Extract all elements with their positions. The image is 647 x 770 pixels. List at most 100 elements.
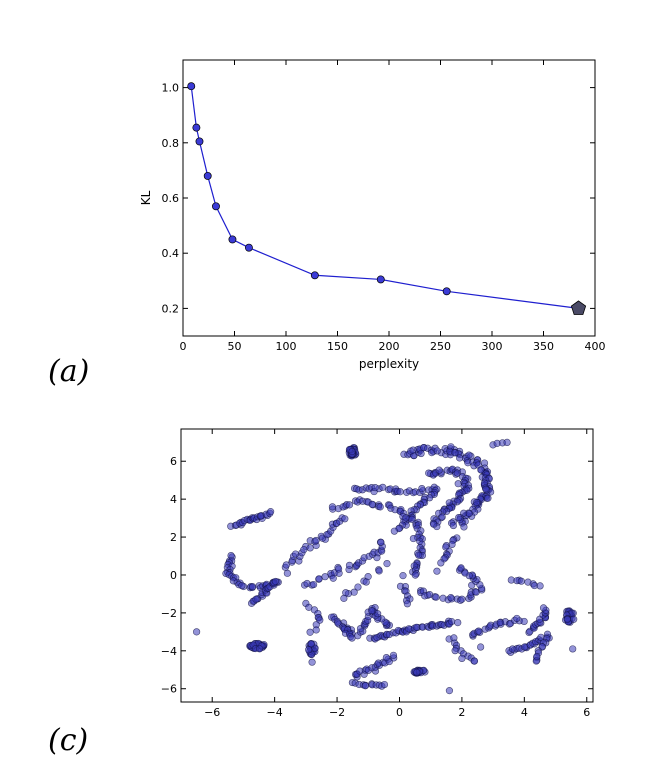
panel-c-point xyxy=(283,569,292,577)
panel-c-point xyxy=(457,564,465,572)
panel-c-ticks: −6 −4 −2 0 2 4 6 −6 −4 −2 0 2 4 6 xyxy=(161,429,593,719)
panel-c-point xyxy=(503,438,511,447)
panel-c-point xyxy=(402,514,410,522)
panel-a-line-chart: 0 50 100 150 200 250 300 350 4000.20.40.60.81.0 … xyxy=(48,59,606,389)
panel-c-point xyxy=(256,645,264,653)
panel-a-x-tick-label: 300 xyxy=(482,340,503,353)
panel-c-point xyxy=(433,567,441,575)
panel-c-point xyxy=(569,645,577,653)
panel-c-point xyxy=(345,501,354,509)
panel-a-x-tick-label: 350 xyxy=(533,340,554,353)
panel-c-point xyxy=(447,617,456,626)
panel-c-point xyxy=(348,447,356,456)
panel-a-point xyxy=(376,275,385,284)
panel-c-point xyxy=(238,582,246,590)
panel-c-point xyxy=(306,544,314,552)
panel-c-point xyxy=(536,582,544,590)
panel-c-point xyxy=(291,550,300,558)
panel-c-point xyxy=(271,577,280,586)
panel-c-point xyxy=(456,454,464,462)
panel-c-point xyxy=(368,500,376,508)
panel-c-point xyxy=(413,668,421,677)
panel-c-point xyxy=(461,569,469,577)
panel-c-point xyxy=(458,654,466,663)
panel-c-point xyxy=(362,578,370,586)
panel-c-point xyxy=(447,594,455,602)
panel-a-x-tick-label: 100 xyxy=(276,340,297,353)
panel-c-x-tick-label: 2 xyxy=(458,706,465,719)
panel-c-label: (c) xyxy=(48,723,88,758)
panel-c-point xyxy=(477,643,485,651)
panel-c-y-tick-label: −2 xyxy=(161,607,177,620)
panel-a-x-tick-label: 150 xyxy=(327,340,348,353)
panel-c-point xyxy=(389,651,398,659)
panel-a-plot-frame xyxy=(182,59,596,337)
panel-c-x-tick-label: −6 xyxy=(204,706,220,719)
panel-c-point xyxy=(563,615,571,624)
panel-c-point xyxy=(282,561,290,569)
panel-a-label: (a) xyxy=(48,354,89,389)
panel-c-point xyxy=(396,488,404,496)
panel-c-point xyxy=(451,449,459,457)
panel-c-point xyxy=(473,498,481,506)
panel-c-point xyxy=(305,646,313,654)
panel-c-point xyxy=(460,523,468,531)
panel-c-point xyxy=(517,577,525,585)
panel-c-point xyxy=(453,469,462,477)
panel-a-ticks: 0 50 100 150 200 250 300 350 400 0.2 0.4 0.6 0.8 1.0 xyxy=(162,60,606,353)
panel-c-point xyxy=(377,538,385,546)
panel-a-x-tick-label: 400 xyxy=(585,340,606,353)
panel-c-point xyxy=(403,600,411,608)
panel-c-x-tick-label: 6 xyxy=(583,706,590,719)
panel-c-y-tick-label: 4 xyxy=(170,493,177,506)
panel-c-scatter-chart: −6 −4 −2 0 2 4 6 −6 −4 −2 0 2 4 6 (c) xyxy=(48,428,594,758)
panel-a-x-tick-label: 200 xyxy=(379,340,400,353)
panel-c-point xyxy=(433,447,441,455)
panel-c-y-tick-label: −6 xyxy=(161,683,177,696)
panel-a-final-point xyxy=(570,300,587,315)
panel-c-point xyxy=(300,546,308,554)
panel-a-y-tick-label: 0.2 xyxy=(162,302,180,315)
panel-c-point xyxy=(312,626,320,634)
panel-c-point xyxy=(484,494,492,502)
panel-a-point xyxy=(192,123,201,132)
panel-c-point xyxy=(307,640,315,648)
panel-c-y-tick-label: −4 xyxy=(161,645,177,658)
panel-a-point xyxy=(212,202,220,211)
panel-a-x-tick-label: 50 xyxy=(228,340,242,353)
panel-a-point xyxy=(228,235,237,244)
panel-c-point xyxy=(418,484,426,493)
panel-c-point xyxy=(267,508,275,516)
panel-c-y-tick-label: 6 xyxy=(170,455,177,468)
panel-c-point xyxy=(482,485,490,493)
panel-c-point xyxy=(390,527,398,535)
panel-c-point xyxy=(375,567,383,575)
panel-c-point xyxy=(408,515,416,523)
panel-c-point xyxy=(417,449,425,458)
panel-c-point xyxy=(570,615,578,623)
panel-a-point xyxy=(203,171,212,180)
panel-a-y-tick-label: 0.4 xyxy=(162,247,180,260)
panel-a-x-tick-label: 0 xyxy=(180,340,187,353)
panel-c-point xyxy=(435,466,443,474)
panel-c-point xyxy=(361,682,370,690)
panel-c-point xyxy=(354,583,362,591)
panel-a-y-tick-label: 0.8 xyxy=(162,137,180,150)
panel-c-point xyxy=(308,658,316,666)
panel-c-point xyxy=(432,593,440,601)
panel-c-point xyxy=(376,503,384,511)
panel-c-point xyxy=(193,628,201,636)
panel-c-x-tick-label: 0 xyxy=(396,706,403,719)
panel-c-point xyxy=(380,680,389,689)
panel-c-point xyxy=(470,657,479,665)
panel-c-point xyxy=(438,513,446,521)
panel-a-point xyxy=(310,271,319,280)
panel-c-point xyxy=(477,466,485,474)
panel-c-point xyxy=(465,451,473,459)
panel-c-point xyxy=(454,618,462,627)
panel-c-point xyxy=(449,521,458,530)
panel-c-point xyxy=(312,536,320,545)
panel-c-point xyxy=(437,559,445,567)
panel-c-point xyxy=(520,617,528,626)
panel-c-point xyxy=(382,653,390,662)
